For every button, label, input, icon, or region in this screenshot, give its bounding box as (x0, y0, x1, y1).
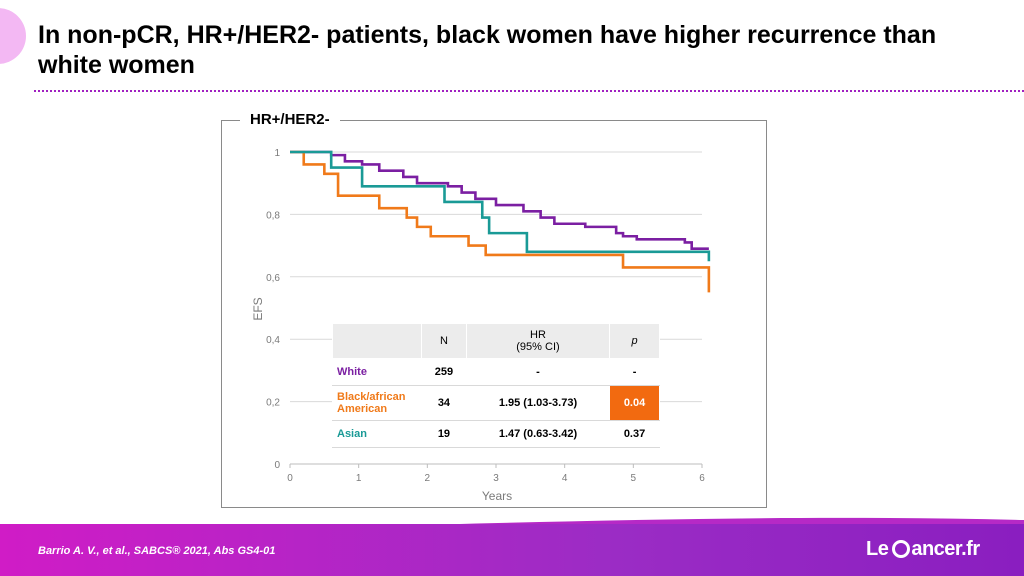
row-p: 0.37 (609, 420, 660, 448)
x-tick-label: 2 (425, 473, 431, 484)
row-n: 19 (421, 420, 467, 448)
y-tick-label: 0,4 (266, 335, 280, 346)
row-p-highlighted: 0.04 (609, 385, 660, 421)
table-header-hr: HR (95% CI) (465, 323, 611, 359)
y-tick-label: 0 (274, 460, 280, 471)
km-curve-white (290, 150, 709, 251)
axes: 00,20,40,60,810 1 2 3 4 5 6 (266, 148, 705, 484)
row-n: 34 (421, 385, 467, 421)
footer-band (0, 524, 1024, 576)
y-tick-label: 0,8 (266, 210, 280, 221)
km-curve-black-african-american (290, 150, 711, 293)
x-tick-label: 6 (699, 473, 705, 484)
table-header-n: N (421, 323, 467, 359)
survival-curves (290, 150, 711, 293)
hazard-ratio-table: N HR (95% CI) p White 259 - - Black/afri… (332, 323, 660, 448)
x-tick-label: 5 (631, 473, 637, 484)
brand-logo: Le ancer.fr (866, 538, 980, 561)
chart-title: HR+/HER2- (240, 110, 340, 130)
brand-prefix: Le (866, 538, 889, 560)
brand-c-icon (892, 540, 911, 558)
row-hr: 1.95 (1.03-3.73) (465, 385, 611, 421)
y-tick-label: 1 (274, 148, 280, 159)
row-hr: - (465, 358, 611, 386)
slide-title: In non-pCR, HR+/HER2- patients, black wo… (38, 21, 937, 79)
table-row: Asian 19 1.47 (0.63-3.42) 0.37 (332, 420, 660, 448)
km-curve-asian (290, 150, 711, 262)
x-tick-label: 3 (493, 473, 499, 484)
table-row: White 259 - - (332, 358, 660, 386)
y-axis-label: EFS (251, 297, 265, 320)
title-divider (34, 90, 1024, 92)
row-group-label: White (332, 358, 422, 386)
row-group-label: Asian (332, 420, 422, 448)
row-hr: 1.47 (0.63-3.42) (465, 420, 611, 448)
table-row: Black/african American 34 1.95 (1.03-3.7… (332, 385, 660, 421)
row-p: - (609, 358, 660, 386)
x-tick-label: 0 (287, 473, 293, 484)
row-group-label: Black/african American (332, 385, 422, 421)
y-tick-label: 0,6 (266, 273, 280, 284)
brand-suffix: ancer.fr (911, 538, 980, 560)
x-axis-label: Years (482, 489, 512, 503)
table-header-row: N HR (95% CI) p (332, 323, 660, 359)
table-header-hr-text: HR (95% CI) (516, 329, 560, 353)
table-header-p: p (609, 323, 660, 359)
table-header-blank (332, 323, 422, 359)
x-tick-label: 1 (356, 473, 362, 484)
y-tick-label: 0,2 (266, 398, 280, 409)
citation: Barrio A. V., et al., SABCS® 2021, Abs G… (38, 545, 276, 557)
x-tick-label: 4 (562, 473, 568, 484)
row-n: 259 (421, 358, 467, 386)
